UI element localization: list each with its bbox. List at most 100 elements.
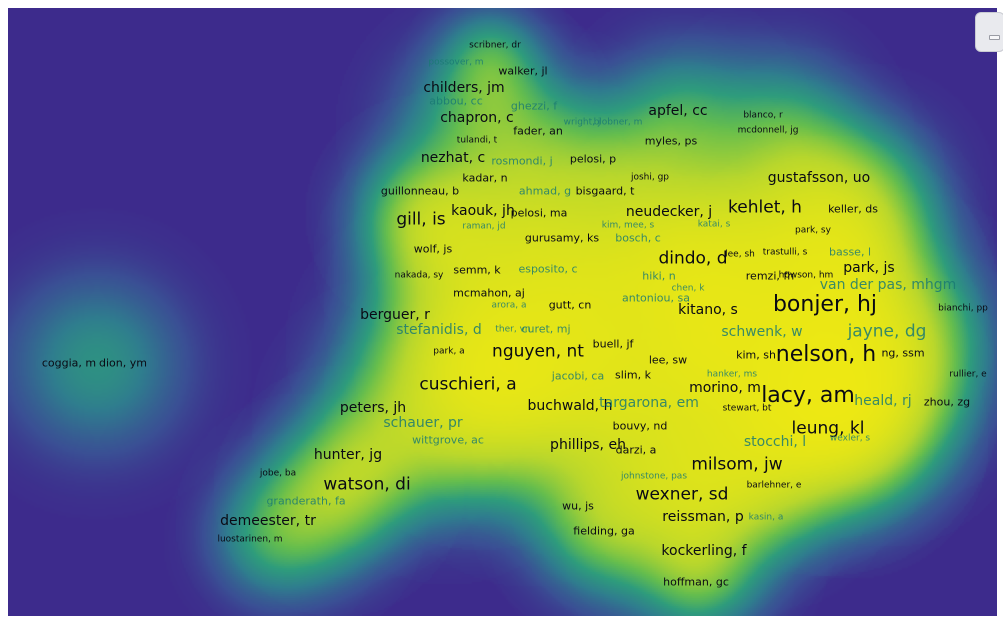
author-node-label[interactable]: stewart, bt	[722, 403, 772, 414]
author-node-label[interactable]: luostarinen, m	[217, 534, 283, 545]
author-node-label[interactable]: scribner, dr	[469, 40, 521, 51]
author-node-label[interactable]: neudecker, j	[625, 204, 713, 220]
author-node-label[interactable]: raman, jd	[462, 221, 506, 232]
author-node-label[interactable]: nelson, h	[775, 342, 877, 367]
author-node-label[interactable]: dindo, d	[658, 248, 728, 269]
author-node-label[interactable]: guillonneau, b	[380, 184, 460, 198]
author-node-label[interactable]: park, sy	[795, 225, 831, 236]
author-node-label[interactable]: childers, jm	[423, 80, 505, 96]
density-map-canvas[interactable]: scribner, dr possover, m walker, jl childer…	[8, 8, 997, 616]
author-node-label[interactable]: kaouk, jh	[451, 203, 515, 219]
author-node-label[interactable]: fader, an	[513, 124, 563, 138]
author-node-label[interactable]: kim, mee, s	[601, 220, 655, 231]
author-node-label[interactable]: granderath, fa	[266, 494, 346, 508]
author-node-label[interactable]: semm, k	[453, 263, 501, 277]
author-node-label[interactable]: bisgaard, t	[575, 184, 635, 198]
author-node-label[interactable]: demeester, tr	[220, 513, 316, 529]
author-node-label[interactable]: arora, a	[491, 300, 527, 311]
author-node-label[interactable]: buell, jf	[592, 337, 634, 351]
author-node-label[interactable]: bouvy, nd	[612, 419, 668, 433]
author-node-label[interactable]: gutt, cn	[548, 298, 592, 312]
minimize-icon[interactable]	[975, 12, 1003, 52]
author-node-label[interactable]: esposito, c	[518, 262, 578, 276]
author-node-label[interactable]: ng, ssm	[881, 346, 925, 360]
author-node-label[interactable]: ghezzi, f	[510, 99, 558, 113]
author-node-label[interactable]: lacy, am	[761, 383, 855, 408]
author-node-label[interactable]: peters, jh	[339, 400, 407, 416]
author-node-label[interactable]: joshi, gp	[630, 172, 670, 183]
author-node-label[interactable]: buchwald, h	[527, 398, 613, 414]
author-node-label[interactable]: heald, rj	[854, 393, 912, 409]
author-node-label[interactable]: howson, hm	[778, 270, 834, 281]
author-node-label[interactable]: tulandi, t	[456, 135, 498, 146]
author-node-label[interactable]: ahmad, g	[518, 184, 572, 198]
author-node-label[interactable]: reissman, p	[662, 509, 744, 525]
author-node-label[interactable]: cuschieri, a	[419, 374, 517, 395]
author-node-label[interactable]: lee, sh	[725, 249, 755, 260]
author-node-label[interactable]: jobe, ba	[259, 468, 297, 479]
author-node-label[interactable]: targarona, em	[599, 395, 699, 411]
author-node-label[interactable]: wolf, js	[413, 242, 453, 256]
author-node-label[interactable]: hanker, ms	[706, 369, 758, 380]
author-node-label[interactable]: wu, js	[562, 499, 594, 513]
author-node-label[interactable]: remzi, fh	[745, 269, 795, 283]
author-node-label[interactable]: kehlet, h	[728, 197, 802, 218]
author-node-label[interactable]: gill, is	[396, 209, 446, 230]
author-node-label[interactable]: chen, k	[671, 283, 705, 294]
author-node-label[interactable]: lee, sw	[648, 353, 688, 367]
author-node-label[interactable]: keller, ds	[828, 202, 878, 216]
author-node-label[interactable]: nakada, sy	[394, 270, 444, 281]
author-node-label[interactable]: kasin, a	[748, 512, 784, 523]
author-node-label[interactable]: bonjer, hj	[772, 292, 878, 317]
author-node-label[interactable]: barlehner, e	[746, 480, 802, 491]
author-node-label[interactable]: gustafsson, uo	[767, 170, 871, 186]
author-node-label[interactable]: katai, s	[697, 219, 731, 230]
author-node-label[interactable]: basse, l	[828, 245, 872, 259]
author-node-label[interactable]: ther, vn	[495, 324, 531, 335]
author-node-label[interactable]: wright, j	[563, 117, 601, 128]
author-node-label[interactable]: pelosi, p	[569, 152, 617, 166]
author-node-label[interactable]: slim, k	[615, 368, 651, 382]
author-node-label[interactable]: nguyen, nt	[492, 341, 584, 362]
author-node-label[interactable]: schwenk, w	[721, 324, 803, 340]
author-node-label[interactable]: berguer, r	[360, 307, 430, 323]
author-node-label[interactable]: rosmondi, j	[491, 154, 553, 168]
author-node-label[interactable]: bosch, c	[615, 231, 661, 245]
author-node-label[interactable]: curet, mj	[521, 322, 571, 336]
author-node-label[interactable]: zhou, zg	[923, 395, 971, 409]
author-node-label[interactable]: myles, ps	[644, 134, 698, 148]
author-node-label[interactable]: jayne, dg	[847, 321, 927, 342]
author-node-label[interactable]: hoffman, gc	[663, 575, 729, 589]
author-node-label[interactable]: kim, sh	[736, 348, 776, 362]
author-node-label[interactable]: jacobi, ca	[551, 369, 605, 383]
author-node-label[interactable]: gurusamy, ks	[524, 231, 600, 245]
author-node-label[interactable]: wittgrove, ac	[412, 433, 484, 447]
author-node-label[interactable]: stocchi, l	[743, 434, 807, 450]
author-node-label[interactable]: apfel, cc	[648, 103, 708, 119]
author-node-label[interactable]: rullier, e	[949, 369, 987, 380]
author-node-label[interactable]: mcmahon, aj	[453, 286, 525, 300]
author-node-label[interactable]: dion, ym	[99, 356, 147, 370]
author-node-label[interactable]: hiki, n	[642, 269, 676, 283]
author-node-label[interactable]: schauer, pr	[383, 415, 463, 431]
author-node-label[interactable]: van der pas, mhgm	[819, 277, 957, 293]
author-node-label[interactable]: possover, m	[428, 57, 484, 68]
author-node-label[interactable]: kitano, s	[678, 302, 738, 318]
author-node-label[interactable]: blobner, m	[593, 117, 643, 128]
author-node-label[interactable]: stefanidis, d	[396, 322, 482, 338]
author-node-label[interactable]: blanco, r	[743, 110, 783, 121]
author-node-label[interactable]: mcdonnell, jg	[737, 125, 799, 136]
author-node-label[interactable]: morino, m	[689, 380, 761, 396]
author-node-label[interactable]: kockerling, f	[661, 543, 747, 559]
author-node-label[interactable]: trastulli, s	[762, 247, 808, 258]
author-node-label[interactable]: nezhat, c	[420, 150, 486, 166]
author-node-label[interactable]: park, js	[843, 260, 895, 276]
author-node-label[interactable]: watson, di	[323, 474, 411, 495]
author-node-label[interactable]: abbou, cc	[429, 94, 483, 108]
author-node-label[interactable]: walker, jl	[498, 64, 548, 78]
author-node-label[interactable]: coggia, m	[41, 356, 97, 370]
author-node-label[interactable]: darzi, a	[615, 443, 657, 457]
author-node-label[interactable]: bianchi, pp	[938, 303, 988, 314]
author-node-label[interactable]: kadar, n	[462, 171, 508, 185]
author-node-label[interactable]: fielding, ga	[573, 524, 635, 538]
